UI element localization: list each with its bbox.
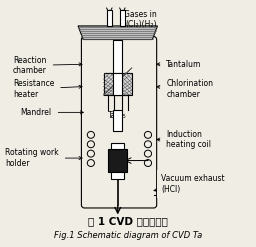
Text: Fig.1 Schematic diagram of CVD Ta: Fig.1 Schematic diagram of CVD Ta xyxy=(54,231,202,240)
Text: Mandrel: Mandrel xyxy=(20,108,83,117)
Text: 图 1 CVD 钽装置简图: 图 1 CVD 钽装置简图 xyxy=(88,216,168,226)
Text: Resistance
heater: Resistance heater xyxy=(13,79,82,99)
Bar xyxy=(111,172,124,179)
Bar xyxy=(113,40,122,73)
Bar xyxy=(107,10,112,26)
Polygon shape xyxy=(78,26,157,40)
Bar xyxy=(120,10,125,26)
Text: Reaction
chamber: Reaction chamber xyxy=(13,56,82,75)
Text: Tantalum: Tantalum xyxy=(157,60,202,69)
Text: Chlorination
chamber: Chlorination chamber xyxy=(157,79,214,99)
Bar xyxy=(108,149,127,172)
Bar xyxy=(113,110,122,131)
Text: Vacuum exhaust
(HCl): Vacuum exhaust (HCl) xyxy=(154,174,225,194)
Text: Induction
heating coil: Induction heating coil xyxy=(157,130,211,149)
Text: TaCl₅: TaCl₅ xyxy=(108,111,126,120)
Text: Gases in
(Cl₂)(H₂): Gases in (Cl₂)(H₂) xyxy=(124,10,157,29)
Bar xyxy=(111,143,124,149)
Bar xyxy=(104,73,132,95)
Bar xyxy=(113,73,122,95)
Text: Rotating work
holder: Rotating work holder xyxy=(5,148,82,168)
